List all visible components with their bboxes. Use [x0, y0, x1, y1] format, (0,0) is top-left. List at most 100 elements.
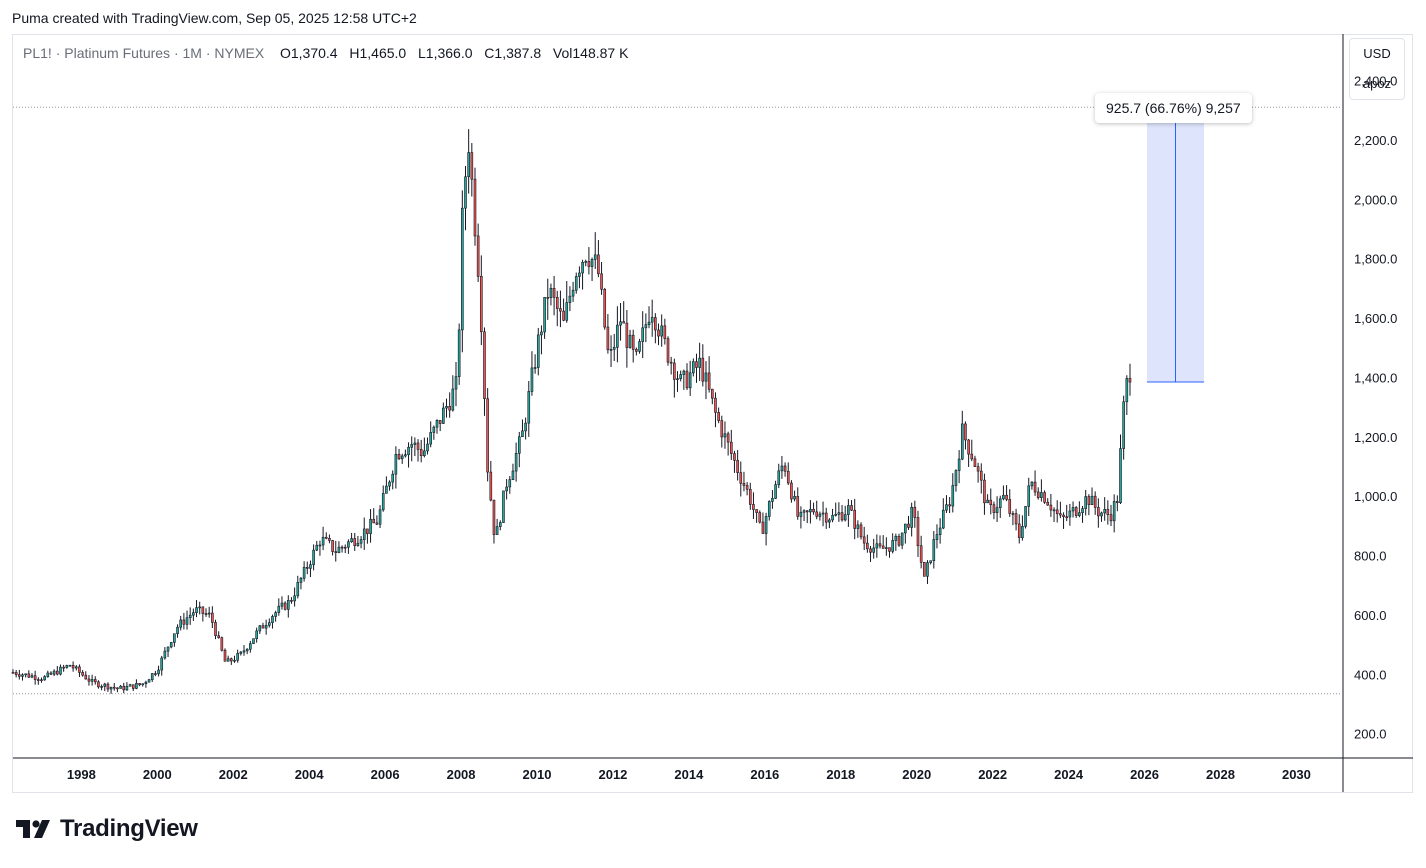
candle-up[interactable]	[1119, 448, 1122, 504]
measure-tool[interactable]	[1147, 106, 1204, 383]
candle-down[interactable]	[866, 542, 869, 550]
candle-up[interactable]	[302, 566, 306, 579]
candle-up[interactable]	[176, 626, 179, 635]
candle-up[interactable]	[185, 617, 189, 625]
candle-down[interactable]	[745, 485, 749, 490]
candle-down[interactable]	[230, 658, 233, 662]
candle-up[interactable]	[793, 496, 796, 500]
candle-down[interactable]	[669, 361, 673, 364]
candle-up[interactable]	[163, 650, 167, 659]
candle-up[interactable]	[1084, 496, 1087, 509]
candle-down[interactable]	[473, 178, 477, 237]
candle-up[interactable]	[891, 540, 894, 552]
candle-down[interactable]	[897, 536, 901, 546]
candle-down[interactable]	[603, 289, 607, 328]
candle-down[interactable]	[483, 331, 486, 400]
candle-down[interactable]	[1116, 501, 1119, 504]
candle-up[interactable]	[369, 518, 372, 534]
candle-down[interactable]	[14, 672, 18, 675]
candle-up[interactable]	[799, 511, 803, 517]
candle-up[interactable]	[356, 542, 360, 546]
candle-up[interactable]	[467, 152, 470, 178]
candle-down[interactable]	[862, 536, 866, 544]
candle-up[interactable]	[904, 523, 907, 534]
candle-down[interactable]	[106, 683, 110, 690]
candle-up[interactable]	[249, 643, 252, 650]
candle-up[interactable]	[378, 509, 382, 525]
candle-down[interactable]	[850, 505, 853, 511]
candle-down[interactable]	[888, 547, 891, 552]
candle-up[interactable]	[809, 509, 812, 513]
candle-down[interactable]	[685, 370, 689, 389]
measure-label[interactable]: 925.7 (66.76%) 9,257	[1095, 93, 1252, 123]
candle-up[interactable]	[517, 436, 521, 454]
candle-up[interactable]	[1125, 378, 1129, 403]
candle-up[interactable]	[514, 453, 518, 472]
candle-down[interactable]	[970, 453, 974, 460]
candle-down[interactable]	[916, 517, 920, 547]
candle-up[interactable]	[1021, 526, 1024, 538]
candle-up[interactable]	[413, 442, 417, 445]
candle-up[interactable]	[524, 422, 527, 432]
candle-up[interactable]	[293, 595, 296, 602]
candle-down[interactable]	[438, 420, 442, 424]
candle-down[interactable]	[752, 504, 755, 510]
candle-down[interactable]	[37, 679, 40, 681]
candle-down[interactable]	[654, 317, 657, 331]
candle-down[interactable]	[707, 372, 711, 390]
candle-down[interactable]	[739, 472, 743, 484]
candle-up[interactable]	[527, 391, 531, 424]
candle-up[interactable]	[568, 295, 572, 303]
candle-up[interactable]	[150, 673, 154, 681]
candle-down[interactable]	[546, 297, 550, 299]
candle-up[interactable]	[173, 633, 176, 643]
candle-down[interactable]	[606, 326, 610, 351]
candle-down[interactable]	[11, 672, 15, 674]
candle-up[interactable]	[609, 349, 613, 351]
candle-up[interactable]	[540, 331, 543, 336]
candle-down[interactable]	[1014, 513, 1018, 525]
candle-up[interactable]	[704, 372, 708, 382]
price-axis[interactable]: 200.0 400.0 600.0 800.0 1,000.0 1,200.0 1,400.…	[1354, 74, 1397, 742]
candle-up[interactable]	[242, 650, 246, 653]
candle-up[interactable]	[46, 672, 50, 677]
candle-up[interactable]	[359, 539, 363, 544]
candle-down[interactable]	[733, 453, 736, 461]
candle-up[interactable]	[536, 334, 540, 368]
candle-down[interactable]	[552, 287, 556, 298]
candle-down[interactable]	[923, 561, 926, 577]
candle-up[interactable]	[875, 543, 879, 549]
candle-down[interactable]	[726, 433, 730, 443]
candle-down[interactable]	[328, 537, 331, 541]
candle-up[interactable]	[565, 302, 569, 321]
candle-down[interactable]	[340, 546, 344, 549]
candle-down[interactable]	[138, 683, 141, 686]
candle-up[interactable]	[644, 324, 648, 329]
candle-up[interactable]	[207, 612, 211, 615]
candle-down[interactable]	[211, 612, 214, 623]
candle-down[interactable]	[93, 679, 97, 683]
candle-up[interactable]	[454, 376, 458, 390]
candle-up[interactable]	[252, 638, 255, 644]
candle-up[interactable]	[998, 498, 1002, 509]
candle-down[interactable]	[979, 470, 983, 481]
candle-down[interactable]	[1128, 378, 1132, 383]
candle-down[interactable]	[1093, 495, 1097, 508]
candle-up[interactable]	[429, 432, 432, 445]
candle-up[interactable]	[296, 582, 300, 597]
candle-down[interactable]	[1033, 481, 1037, 493]
candle-up[interactable]	[258, 625, 262, 632]
candle-up[interactable]	[571, 289, 575, 297]
candle-down[interactable]	[976, 466, 980, 472]
candle-up[interactable]	[43, 676, 46, 681]
candle-down[interactable]	[790, 482, 793, 500]
candle-down[interactable]	[372, 518, 376, 524]
candle-up[interactable]	[309, 564, 312, 569]
candle-down[interactable]	[815, 511, 819, 517]
candle-down[interactable]	[1011, 513, 1015, 515]
candle-up[interactable]	[1112, 501, 1116, 522]
candle-up[interactable]	[400, 455, 404, 460]
candle-down[interactable]	[701, 357, 705, 382]
candle-up[interactable]	[679, 374, 682, 380]
